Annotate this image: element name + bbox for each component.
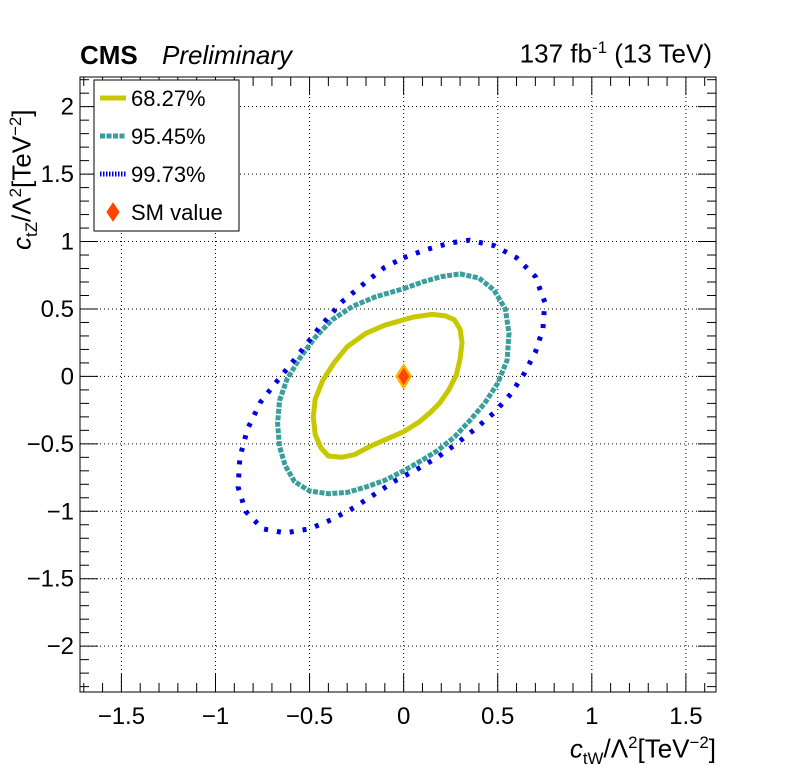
- y-axis-title-wrap: ctZ/Λ2[TeV−2]: [6, 109, 41, 251]
- legend: 68.27% 95.45% 99.73% SM value: [93, 79, 240, 232]
- y-axis-symbol: c: [6, 237, 37, 250]
- y-tick-label: 1.5: [41, 161, 74, 188]
- contour-68-27pct: [310, 311, 465, 460]
- x-axis-close: ]: [708, 733, 716, 764]
- legend-marker: [106, 202, 120, 222]
- legend-label: 99.73%: [131, 162, 206, 187]
- y-axis-lambda: /Λ: [6, 197, 37, 222]
- x-tick-label: −0.5: [286, 703, 333, 730]
- y-axis-title: ctZ/Λ2[TeV−2]: [6, 109, 42, 250]
- energy-label: (13 TeV): [606, 38, 712, 69]
- axis-ticks: [80, 77, 716, 692]
- status-label: Preliminary: [162, 40, 293, 70]
- x-axis-symbol: c: [569, 733, 583, 764]
- y-axis-close: ]: [6, 109, 37, 117]
- x-axis-subscript: tW: [582, 748, 604, 768]
- grid: [80, 77, 716, 692]
- x-tick-label: −1: [202, 703, 229, 730]
- x-axis-unit-exponent: −2: [689, 733, 709, 752]
- x-tick-label: 0.5: [481, 703, 514, 730]
- y-tick-label: −0.5: [27, 431, 74, 458]
- y-axis-square: 2: [6, 187, 25, 198]
- x-axis-unit: [TeV: [637, 733, 690, 764]
- legend-label: 95.45%: [131, 124, 206, 149]
- contour-99-73pct: [235, 237, 548, 536]
- legend-label: SM value: [131, 200, 223, 225]
- x-axis-lambda: /Λ: [603, 733, 629, 764]
- tick-labels: −1.5 −1 −0.5 0 0.5 1 1.5 −2 −1.5 −1 −0.5 0 0.5 1 1.5 2: [27, 94, 703, 730]
- y-tick-label: 2: [61, 94, 74, 121]
- y-axis-unit: [TeV: [6, 135, 37, 188]
- legend-box: [93, 79, 240, 232]
- sm-value-marker: [395, 363, 413, 390]
- luminosity-label: 137 fb-1 (13 TeV): [520, 38, 712, 70]
- x-tick-label: −1.5: [98, 703, 145, 730]
- lumi-exponent: -1: [591, 38, 607, 57]
- lumi-value: 137 fb: [519, 38, 592, 69]
- x-tick-label: 1: [585, 703, 598, 730]
- x-tick-label: 0: [397, 703, 410, 730]
- x-axis-square: 2: [628, 733, 638, 752]
- y-axis-unit-exponent: −2: [6, 116, 25, 136]
- y-axis-subscript: tZ: [21, 221, 41, 237]
- contour-95-45pct: [275, 271, 512, 497]
- y-tick-label: 0: [61, 363, 74, 390]
- y-tick-label: −1: [47, 498, 74, 525]
- y-tick-label: 0.5: [41, 296, 74, 323]
- y-tick-label: −1.5: [27, 566, 74, 593]
- y-tick-label: 1: [61, 229, 74, 256]
- experiment-label: CMS: [80, 40, 138, 70]
- x-tick-label: 1.5: [669, 703, 702, 730]
- contours: [235, 237, 548, 536]
- y-tick-label: −2: [47, 633, 74, 660]
- x-axis-title: ctW/Λ2[TeV−2]: [570, 733, 716, 769]
- legend-label: 68.27%: [131, 86, 206, 111]
